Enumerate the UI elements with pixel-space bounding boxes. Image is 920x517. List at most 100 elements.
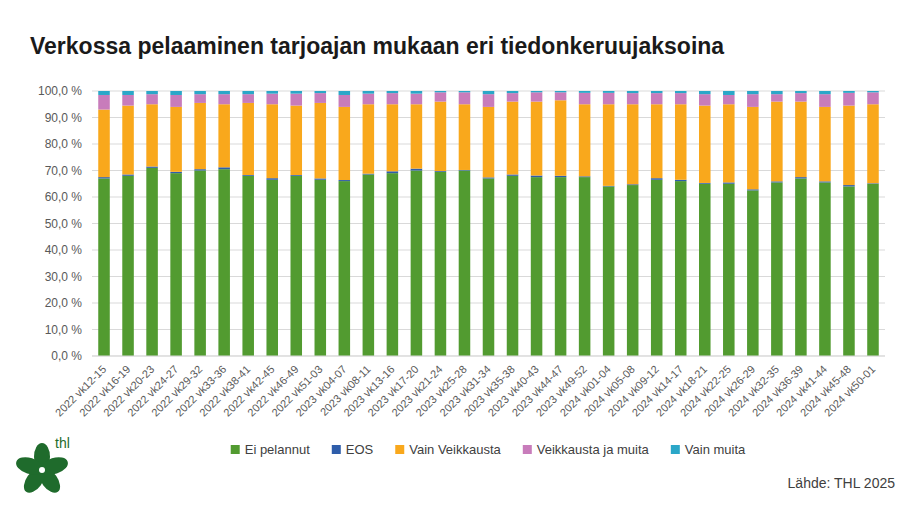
bar-segment: [194, 171, 206, 357]
y-tick-label: 40,0 %: [45, 243, 83, 257]
bar-segment: [363, 104, 375, 173]
bar-segment: [435, 172, 447, 356]
bar-segment: [98, 177, 110, 178]
bar-segment: [675, 104, 687, 180]
bar-segment: [867, 92, 879, 104]
bar-segment: [435, 92, 447, 101]
bar-segment: [819, 94, 831, 107]
bar-segment: [651, 91, 663, 93]
bar-segment: [315, 178, 327, 179]
bar-segment: [531, 102, 543, 176]
bar-segment: [579, 93, 591, 104]
legend-item: Vain Veikkausta: [395, 442, 501, 457]
bar-segment: [170, 107, 182, 172]
bar-segment: [819, 181, 831, 182]
bar-segment: [411, 171, 423, 357]
bar-segment: [843, 106, 855, 186]
bar-segment: [843, 91, 855, 93]
bar-segment: [170, 91, 182, 95]
bar-segment: [507, 102, 519, 175]
bar-segment: [315, 103, 327, 179]
bar-segment: [555, 91, 567, 92]
bar-segment: [507, 174, 519, 175]
bar-segment: [747, 107, 759, 189]
legend-item: EOS: [332, 442, 374, 457]
bar-segment: [699, 106, 711, 183]
bar-segment: [771, 102, 783, 182]
bar-segment: [387, 171, 399, 173]
bar-segment: [339, 181, 351, 356]
bar-segment: [579, 177, 591, 356]
bar-segment: [483, 94, 495, 107]
bar-segment: [867, 91, 879, 92]
bar-segment: [290, 176, 302, 356]
bar-segment: [771, 181, 783, 182]
bar-segment: [339, 91, 351, 95]
bar-segment: [435, 91, 447, 92]
bar-segment: [363, 91, 375, 94]
bar-segment: [747, 94, 759, 107]
bar-segment: [387, 173, 399, 356]
chart: Verkossa pelaaminen tarjoajan mukaan eri…: [0, 0, 920, 517]
bar-segment: [723, 91, 735, 95]
bar-segment: [170, 173, 182, 356]
bar-segment: [122, 106, 134, 175]
bar-segment: [795, 91, 807, 93]
legend-swatch: [523, 445, 532, 454]
bar-segment: [531, 177, 543, 356]
bar-segment: [459, 91, 471, 92]
bar-segment: [387, 104, 399, 171]
bar-segment: [627, 93, 639, 104]
y-tick-label: 100,0 %: [38, 84, 82, 98]
bar-segment: [483, 178, 495, 356]
bar-segment: [387, 93, 399, 104]
bar-segment: [194, 103, 206, 169]
bar-segment: [675, 91, 687, 93]
bar-segment: [843, 186, 855, 356]
bar-segment: [771, 94, 783, 101]
y-tick-label: 30,0 %: [45, 270, 83, 284]
bar-segment: [771, 182, 783, 356]
bar-segment: [627, 91, 639, 93]
bar-segment: [555, 176, 567, 177]
legend-label: Veikkausta ja muita: [537, 442, 650, 457]
bar-segment: [819, 91, 831, 94]
bar-segment: [603, 93, 615, 104]
bar-segment: [98, 110, 110, 178]
bar-segment: [146, 167, 158, 168]
bar-segment: [122, 91, 134, 95]
bar-segment: [339, 107, 351, 180]
bar-segment: [339, 180, 351, 181]
bar-segment: [603, 104, 615, 186]
bar-segment: [795, 177, 807, 178]
bar-segment: [435, 102, 447, 171]
x-tick-label: 2024 vk50-01: [822, 363, 878, 419]
bar-segment: [507, 91, 519, 93]
bar-segment: [242, 91, 254, 94]
bar-segment: [747, 189, 759, 190]
bar-segment: [266, 94, 278, 105]
legend-label: Vain muita: [685, 442, 746, 457]
bar-segment: [218, 169, 230, 356]
bar-segment: [98, 178, 110, 356]
bar-segment: [459, 171, 471, 357]
legend-item: Veikkausta ja muita: [523, 442, 650, 457]
bar-segment: [747, 190, 759, 356]
bar-segment: [747, 91, 759, 94]
bar-segment: [795, 178, 807, 356]
bar-segment: [531, 176, 543, 178]
logo-center: [39, 467, 45, 473]
bar-segment: [483, 177, 495, 178]
bar-segment: [315, 91, 327, 93]
bars: [98, 91, 879, 356]
bar-segment: [579, 91, 591, 93]
bar-segment: [699, 184, 711, 356]
bar-segment: [555, 177, 567, 356]
logo-leaf: [14, 454, 46, 478]
bar-segment: [290, 106, 302, 175]
bar-segment: [795, 93, 807, 101]
legend-swatch: [671, 445, 680, 454]
grid-line: [92, 356, 885, 357]
x-axis: [92, 356, 885, 357]
bar-segment: [651, 104, 663, 178]
